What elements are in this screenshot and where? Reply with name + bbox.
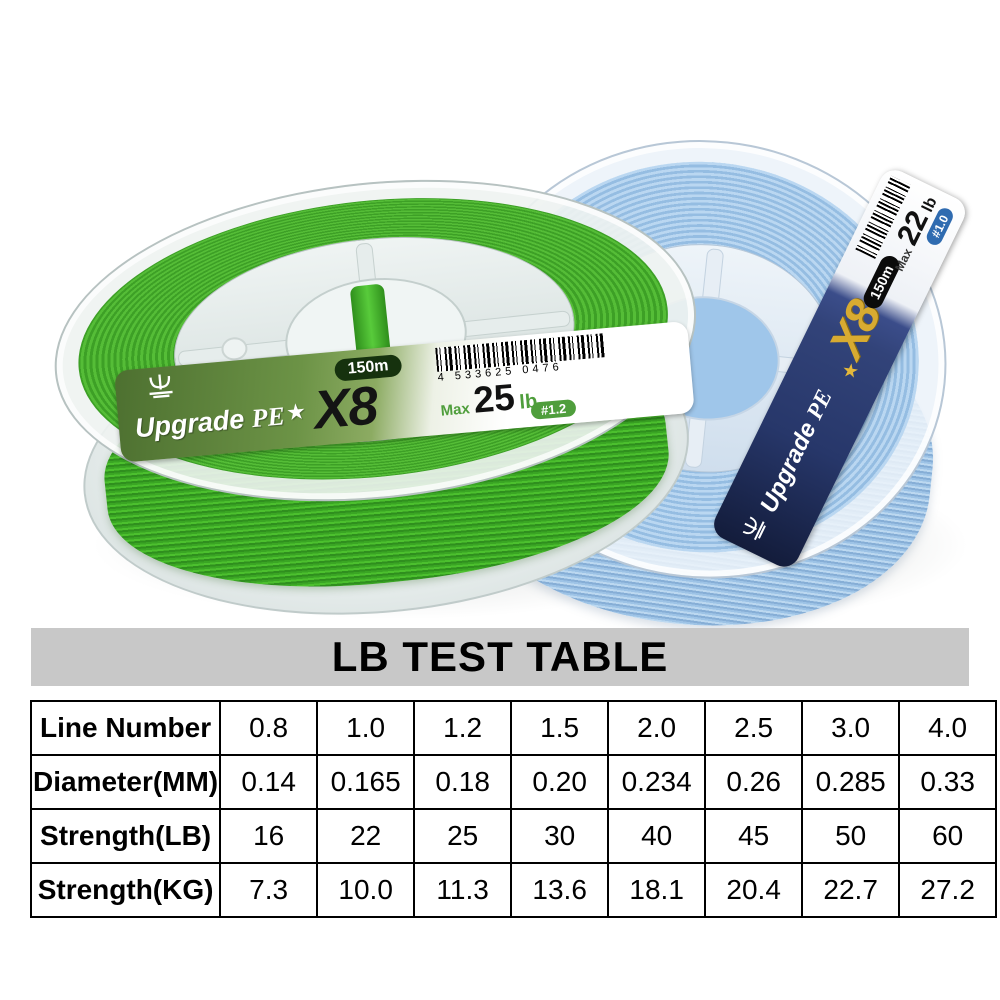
table-cell: 1.2 — [413, 700, 513, 756]
table-cell: 0.26 — [704, 754, 804, 810]
table-cell: 0.165 — [316, 754, 416, 810]
table-cell: 1.0 — [316, 700, 416, 756]
table-title-banner: LB TEST TABLE — [31, 628, 969, 686]
table-cell: 0.234 — [607, 754, 707, 810]
table-cell: 11.3 — [413, 862, 513, 918]
table-cell: 30 — [510, 808, 610, 864]
brand-word: Upgrade — [754, 417, 822, 518]
lb-test-table: Line Number 0.8 1.0 1.2 1.5 2.0 2.5 3.0 … — [29, 700, 998, 918]
green-model-text: X8 — [311, 375, 379, 441]
blue-spool: Upgrade PE ★ X8 150m Max 22 lb #1.0 — [424, 115, 977, 628]
green-spool-label: Upgrade PE 150m ★ X8 4 533625 0476 Max 2… — [113, 320, 695, 463]
table-cell: 50 — [801, 808, 901, 864]
table-title: LB TEST TABLE — [331, 633, 669, 680]
table-cell: 2.0 — [607, 700, 707, 756]
table-row: Line Number 0.8 1.0 1.2 1.5 2.0 2.5 3.0 … — [29, 700, 998, 756]
table-cell: 2.5 — [704, 700, 804, 756]
max-value: 25 — [471, 376, 517, 421]
row-label: Line Number — [29, 700, 222, 756]
row-label: Diameter(MM) — [29, 754, 222, 810]
table-row: Diameter(MM) 0.14 0.165 0.18 0.20 0.234 … — [29, 754, 998, 810]
max-prefix: Max — [439, 400, 471, 420]
table-cell: 3.0 — [801, 700, 901, 756]
table-cell: 27.2 — [898, 862, 998, 918]
table-cell: 1.5 — [510, 700, 610, 756]
row-label: Strength(LB) — [29, 808, 222, 864]
green-spool: Upgrade PE 150m ★ X8 4 533625 0476 Max 2… — [38, 149, 728, 628]
green-max-strength: Max 25 lb — [438, 374, 538, 424]
table-cell: 0.18 — [413, 754, 513, 810]
brand-pe: PE — [250, 401, 287, 434]
trident-icon — [144, 372, 177, 405]
blue-spool-label: Upgrade PE ★ X8 150m Max 22 lb #1.0 — [708, 164, 971, 572]
table-cell: 0.8 — [219, 700, 319, 756]
table-cell: 7.3 — [219, 862, 319, 918]
table-cell: 45 — [704, 808, 804, 864]
table-cell: 22 — [316, 808, 416, 864]
table-cell: 0.33 — [898, 754, 998, 810]
table-cell: 25 — [413, 808, 513, 864]
table-cell: 10.0 — [316, 862, 416, 918]
table-cell: 18.1 — [607, 862, 707, 918]
table-cell: 20.4 — [704, 862, 804, 918]
star-icon: ★ — [285, 398, 307, 426]
brand-word: Upgrade — [133, 403, 246, 444]
table-cell: 60 — [898, 808, 998, 864]
product-photo: Upgrade PE ★ X8 150m Max 22 lb #1.0 — [38, 115, 977, 628]
table-cell: 16 — [219, 808, 319, 864]
row-label: Strength(KG) — [29, 862, 222, 918]
brand-pe: PE — [801, 385, 837, 424]
trident-icon — [738, 512, 774, 547]
table-cell: 40 — [607, 808, 707, 864]
table-row: Strength(LB) 16 22 25 30 40 45 50 60 — [29, 808, 998, 864]
green-line-rating-badge: #1.2 — [530, 398, 577, 420]
table-cell: 0.14 — [219, 754, 319, 810]
max-prefix: Max — [892, 246, 915, 274]
table-cell: 13.6 — [510, 862, 610, 918]
table-cell: 0.20 — [510, 754, 610, 810]
table-cell: 4.0 — [898, 700, 998, 756]
table-row: Strength(KG) 7.3 10.0 11.3 13.6 18.1 20.… — [29, 862, 998, 918]
green-brand-text: Upgrade PE — [134, 400, 286, 444]
table-cell: 0.285 — [801, 754, 901, 810]
table-cell: 22.7 — [801, 862, 901, 918]
